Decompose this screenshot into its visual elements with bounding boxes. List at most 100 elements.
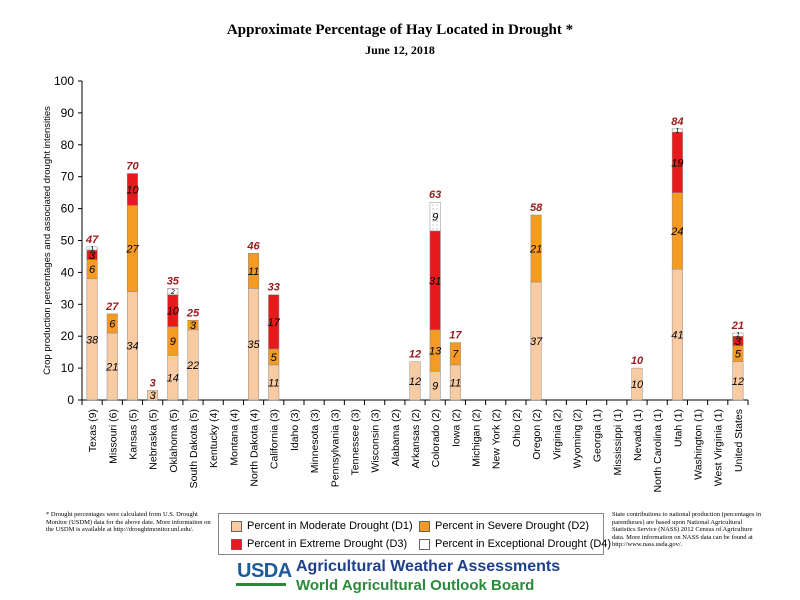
bar-segment-label: 24 (670, 226, 683, 238)
bar-segment-label: 1 (675, 128, 679, 135)
bar-segment-label: 3 (150, 390, 157, 402)
bar-total-label: 58 (530, 202, 543, 214)
y-tick-label: 50 (61, 234, 75, 248)
x-tick-label: Arkansas (2) (410, 409, 422, 469)
y-tick-label: 70 (61, 170, 75, 184)
bar-total-label: 84 (671, 116, 683, 128)
y-tick-label: 10 (61, 361, 75, 375)
bar-segment (126, 173, 138, 206)
chart-subtitle: June 12, 2018 (365, 43, 435, 57)
legend-item-d2: Percent in Severe Drought (D2) (419, 520, 589, 532)
bar-segment (248, 253, 260, 289)
legend-swatch-d2 (419, 520, 430, 532)
legend-item-d4: Percent in Exceptional Drought (D4) (419, 538, 611, 550)
x-tick-label: Nevada (1) (632, 409, 644, 461)
y-tick-label: 90 (61, 106, 75, 120)
bar-segment-label: 6 (89, 264, 96, 276)
bar-total-label: 47 (85, 234, 99, 246)
x-tick-label: Alabama (2) (390, 409, 402, 466)
y-tick-label: 30 (61, 297, 75, 311)
bar-segment (147, 390, 159, 401)
bar-total-label: 70 (126, 161, 139, 173)
bar-total-label: 3 (150, 377, 156, 389)
bar-segment (449, 342, 461, 366)
bar-total-label: 35 (167, 275, 180, 287)
x-tick-label: Washington (1) (693, 409, 705, 480)
bar-segment (106, 313, 118, 334)
bar-segment (631, 367, 643, 401)
bar-segment-label: 11 (268, 377, 279, 389)
y-tick-label: 40 (61, 265, 75, 279)
bar-total-label: 63 (429, 189, 441, 201)
bar-segment-label: 1 (90, 246, 94, 253)
usda-logo: USDA (237, 560, 292, 582)
x-tick-label: Michigan (2) (471, 409, 483, 467)
x-tick-label: Minnesota (3) (309, 409, 321, 473)
bar-segment (429, 201, 441, 232)
bar-segment (732, 332, 744, 337)
x-tick-label: North Dakota (4) (249, 409, 261, 487)
bar-total-label: 25 (186, 307, 200, 319)
bar-total-label: 46 (246, 240, 260, 252)
bar-segment-label: 35 (247, 339, 260, 351)
bar-total-label: 17 (449, 330, 462, 342)
bar-segment-label: 21 (529, 243, 542, 255)
bar-segment-label: 9 (432, 381, 438, 393)
bar-segment-label: 11 (248, 266, 259, 278)
bar-segment-label: 3 (89, 250, 96, 262)
footnote: * Drought percentages were calculated fr… (46, 511, 211, 533)
chart-title: Approximate Percentage of Hay Located in… (226, 22, 574, 38)
y-tick-label: 100 (54, 74, 74, 88)
x-tick-label: Missouri (6) (107, 409, 119, 464)
bar-total-label: 10 (631, 355, 644, 367)
x-tick-label: Wyoming (2) (571, 409, 583, 468)
bar-segment-label: 2 (170, 289, 175, 296)
usda-logo-underline (236, 583, 286, 586)
org-name-line2: World Agricultural Outlook Board (296, 577, 535, 594)
bar-segment-label: 10 (126, 184, 139, 196)
x-tick-label: Oklahoma (5) (168, 409, 180, 473)
x-tick-label: Ohio (2) (511, 409, 523, 447)
bar-segment-label: 14 (167, 373, 179, 385)
legend-swatch-d3 (231, 538, 242, 550)
bar-segment (187, 320, 199, 331)
bar-segment-label: 13 (429, 346, 442, 358)
bar-segment-label: 27 (125, 243, 139, 255)
x-tick-label: West Virginia (1) (713, 409, 725, 486)
x-tick-label: Virginia (2) (551, 409, 563, 460)
bar-segment-label: 38 (86, 334, 99, 346)
bar-segment-label: 34 (126, 341, 138, 353)
x-tick-label: New York (2) (491, 409, 503, 469)
data-credits: State contributions to national producti… (612, 511, 762, 548)
stacked-bar-chart: 0 10 20 30 40 50 60 70 80 90 100 Crop production pe… (42, 74, 749, 492)
x-tick-label: North Carolina (1) (652, 409, 664, 492)
y-tick-label: 0 (67, 393, 74, 407)
bar-segment-label: 1 (736, 332, 740, 339)
bar-segment-label: 22 (186, 360, 199, 372)
y-tick-label: 80 (61, 138, 75, 152)
x-tick-label: Montana (4) (228, 409, 240, 466)
bar-segment-label: 19 (671, 157, 683, 169)
bar-segment-label: 12 (732, 376, 744, 388)
bar-segment-label: 31 (429, 275, 441, 287)
bar-segment-label: 11 (450, 377, 461, 389)
bar-segment-label: 12 (409, 376, 421, 388)
legend-item-d1: Percent in Moderate Drought (D1) (231, 520, 413, 532)
bar-segment (167, 288, 179, 295)
y-axis-label: Crop production percentages and associat… (42, 106, 53, 375)
x-tick-label: Tennessee (3) (349, 409, 361, 476)
y-tick-label: 20 (61, 329, 75, 343)
legend-label-d4: Percent in Exceptional Drought (D4) (435, 538, 612, 550)
bar-segment-label: 3 (735, 336, 742, 348)
bar-segment-label: 9 (170, 336, 176, 348)
bar-segment (409, 361, 421, 401)
x-tick-label: Georgia (1) (592, 409, 604, 462)
bar-segment-label: 10 (631, 379, 644, 391)
x-tick-label: Idaho (3) (289, 409, 301, 451)
bar-segment (86, 246, 98, 251)
bar-segment-label: 7 (452, 349, 459, 361)
org-name-line1: Agricultural Weather Assessments (296, 558, 561, 575)
x-tick-label: Colorado (2) (430, 409, 442, 467)
bar-segment (268, 294, 280, 350)
x-tick-label: Oregon (2) (531, 409, 543, 460)
